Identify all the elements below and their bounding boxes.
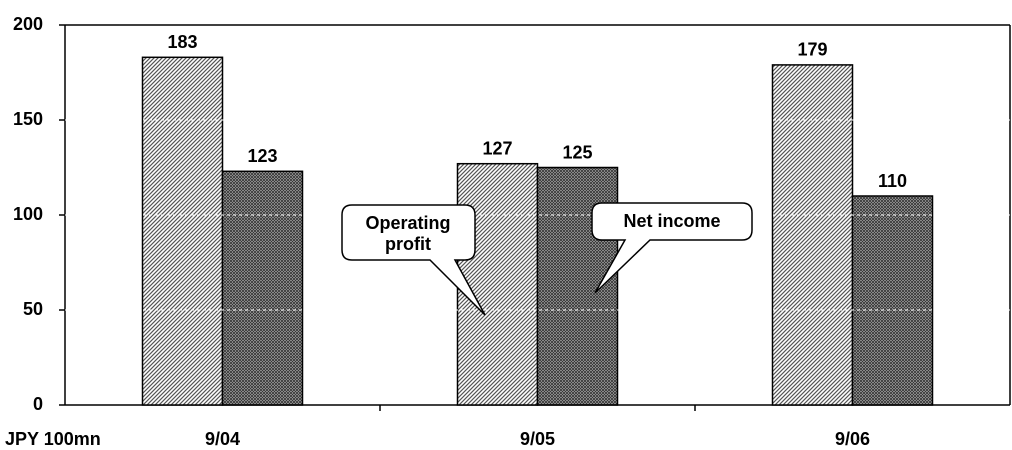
bar — [771, 64, 854, 406]
y-tick-label: 100 — [13, 204, 43, 224]
bar — [221, 170, 304, 406]
legend-label: Operating profit — [365, 213, 450, 254]
bar — [851, 195, 934, 406]
x-tick-label: 9/06 — [835, 429, 870, 449]
y-tick-label: 0 — [33, 394, 43, 414]
bar — [456, 162, 539, 406]
data-label: 127 — [482, 138, 512, 158]
y-tick-label: 50 — [23, 299, 43, 319]
callout-bubble — [341, 204, 486, 316]
data-label: 123 — [247, 146, 277, 166]
y-tick-label: 200 — [13, 14, 43, 34]
data-label: 125 — [562, 142, 592, 162]
y-axis-unit: JPY 100mn — [5, 429, 101, 449]
y-tick-label: 150 — [13, 109, 43, 129]
data-label: 179 — [797, 40, 827, 60]
legend-line: profit — [385, 234, 431, 254]
bar — [141, 56, 224, 406]
x-tick-label: 9/04 — [205, 429, 240, 449]
data-label: 110 — [878, 171, 907, 191]
data-label: 183 — [167, 32, 197, 52]
legend-line: Operating — [365, 213, 450, 233]
callout-bubble — [591, 202, 753, 294]
x-tick-label: 9/05 — [520, 429, 555, 449]
legend-label: Net income — [623, 211, 720, 231]
